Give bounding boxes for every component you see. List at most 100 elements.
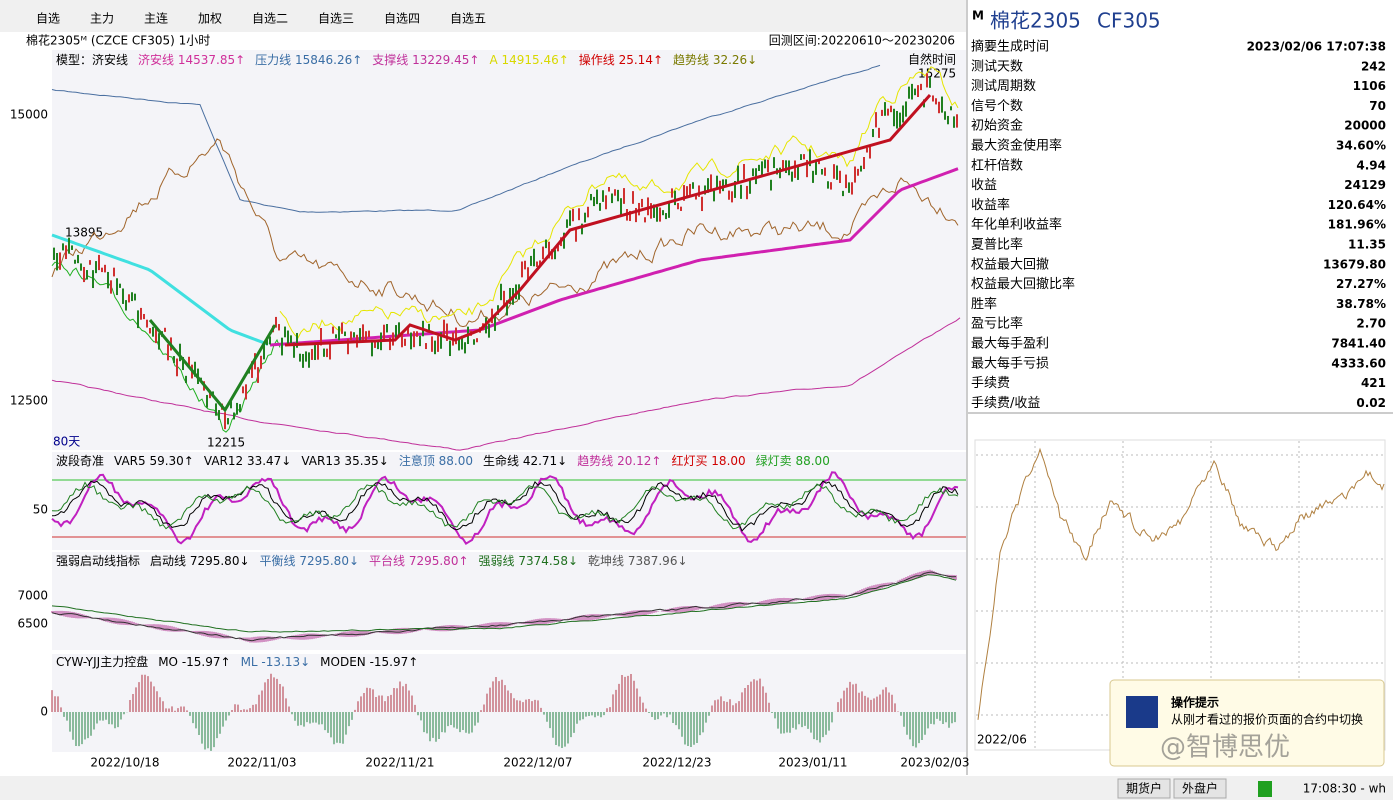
stat-label: 年化单利收益率 (971, 217, 1062, 233)
stat-label: 测试周期数 (971, 79, 1036, 94)
x-date: 2022/12/07 (503, 756, 572, 770)
high-label: 15275 (918, 67, 956, 81)
menu-item[interactable]: 自选二 (252, 12, 288, 26)
lower-band (51, 317, 961, 451)
legend-item: MO -15.97↑ (158, 655, 230, 669)
legend-item: 强弱启动线指标 (56, 553, 140, 568)
panel-legend: CYW-YJJ主力控盘 MO -15.97↑ ML -13.13↓ MODEN -15… (56, 654, 418, 669)
y-axis-label: 6500 (17, 617, 48, 631)
side-name: 棉花2305 (990, 9, 1081, 33)
trend-curve (51, 571, 957, 642)
status-time: 17:08:30 - wh (1303, 782, 1386, 796)
panel-legend: 模型：济安线 济安线 14537.85↑ 压力线 15846.26↑ 支撑线 1322… (56, 52, 757, 67)
stat-value: 242 (1361, 59, 1386, 73)
equity-curve (977, 447, 1385, 720)
menu-item[interactable]: 自选五 (450, 12, 486, 26)
yellow-line (279, 66, 959, 339)
stat-value: 421 (1361, 376, 1386, 390)
stat-value: 120.64% (1328, 198, 1386, 212)
stat-label: 收益率 (971, 197, 1010, 213)
stat-value: 1106 (1353, 79, 1386, 93)
legend-item: ML -13.13↓ (241, 655, 311, 669)
stat-value: 4333.60 (1331, 356, 1386, 370)
stat-value: 13679.80 (1323, 257, 1386, 271)
side-code: CF305 (1097, 9, 1161, 33)
legend-item: 趋势线 32.26↓ (673, 53, 757, 67)
stat-label: 胜率 (971, 296, 997, 312)
watermark: @智博思优 (1160, 733, 1290, 763)
trend-curve (51, 574, 957, 633)
stat-label: 夏普比率 (971, 237, 1023, 253)
legend-item: 压力线 15846.26↑ (255, 53, 362, 67)
status-button[interactable] (1173, 778, 1227, 799)
legend-item: 绿灯卖 88.00 (756, 453, 830, 468)
stat-label: 权益最大回撤比率 (971, 276, 1075, 292)
osc-line (51, 480, 959, 532)
stat-label: 权益最大回撤 (971, 256, 1049, 272)
status-button-label[interactable]: 期货户 (1126, 781, 1162, 796)
symbol-label: 棉花2305ᴹ (CZCE CF305) 1小时 (26, 33, 210, 48)
stat-value: 11.35 (1348, 238, 1386, 252)
osc-line (51, 481, 959, 530)
menu-item[interactable]: 加权 (198, 12, 222, 26)
legend-item: 操作线 25.14↑ (579, 52, 663, 67)
legend-item: VAR12 33.47↓ (204, 454, 291, 468)
menu-item[interactable]: 自选 (36, 12, 60, 26)
legend-item: CYW-YJJ主力控盘 (56, 654, 148, 669)
stat-label: 最大资金使用率 (971, 138, 1062, 154)
green-line (51, 261, 281, 433)
tip-title: 操作提示 (1171, 695, 1219, 710)
stat-value: 70 (1369, 99, 1386, 113)
stat-label: 测试天数 (971, 59, 1023, 74)
stat-label: 最大每手盈利 (971, 336, 1049, 352)
legend-item: 平衡线 7295.80↓ (260, 554, 360, 568)
stat-value: 27.27% (1336, 277, 1386, 291)
panel-legend: 强弱启动线指标 启动线 7295.80↓ 平衡线 7295.80↓ 平台线 7295.… (56, 553, 688, 568)
menu-item[interactable]: 主连 (144, 11, 168, 26)
legend-item: 济安线 14537.85↑ (138, 52, 245, 67)
y-axis-label: 15000 (10, 108, 48, 122)
panel4-plot (52, 654, 966, 752)
legend-item: 红灯买 18.00 (671, 453, 745, 468)
stat-value: 4.94 (1356, 158, 1386, 172)
legend-item: 启动线 7295.80↓ (150, 554, 250, 568)
y-axis-label: 7000 (17, 589, 48, 603)
menu-item[interactable]: 自选四 (384, 12, 420, 26)
menu-item[interactable]: 主力 (90, 12, 114, 26)
x-date: 2022/11/03 (227, 756, 296, 770)
cyan-line (51, 233, 269, 346)
x-date: 2022/10/18 (90, 756, 159, 770)
stat-value: 7841.40 (1331, 337, 1386, 351)
stat-value: 2023/02/06 17:07:38 (1247, 40, 1386, 54)
brown-line (51, 138, 959, 328)
legend-item: 注意顶 88.00 (399, 453, 473, 468)
status-button-label[interactable]: 外盘户 (1182, 781, 1218, 796)
x-date: 2023/02/03 (900, 756, 969, 770)
tip-icon (1126, 696, 1158, 728)
days-label: 80天 (53, 435, 80, 449)
x-date: 2023/01/11 (778, 756, 847, 770)
status-button[interactable] (1117, 778, 1171, 799)
trend-down (148, 319, 277, 413)
low-label: 12215 (207, 436, 245, 450)
y-axis-label: 0 (40, 705, 48, 719)
backtest-range: 回测区间:20220610～20230206 (769, 34, 955, 48)
tip-box (1109, 679, 1385, 767)
menu-item[interactable]: 自选三 (318, 12, 354, 26)
legend-item: 波段奇准 (56, 453, 104, 468)
divider (968, 412, 1393, 414)
upper-band (51, 64, 881, 213)
main-plot (52, 50, 966, 450)
start-label: 13895 (65, 226, 103, 240)
legend-item: 乾坤线 7387.96↓ (588, 553, 688, 568)
legend-item: MODEN -15.97↑ (320, 655, 418, 669)
stat-label: 信号个数 (971, 99, 1023, 114)
legend-item: 趋势线 20.12↑ (577, 454, 661, 468)
stat-value: 181.96% (1328, 218, 1386, 232)
stat-label: 收益 (971, 178, 997, 193)
stat-label: 手续费 (971, 376, 1010, 391)
stat-value: 20000 (1344, 119, 1386, 133)
trend-up (284, 94, 932, 347)
stat-value: 38.78% (1336, 297, 1386, 311)
